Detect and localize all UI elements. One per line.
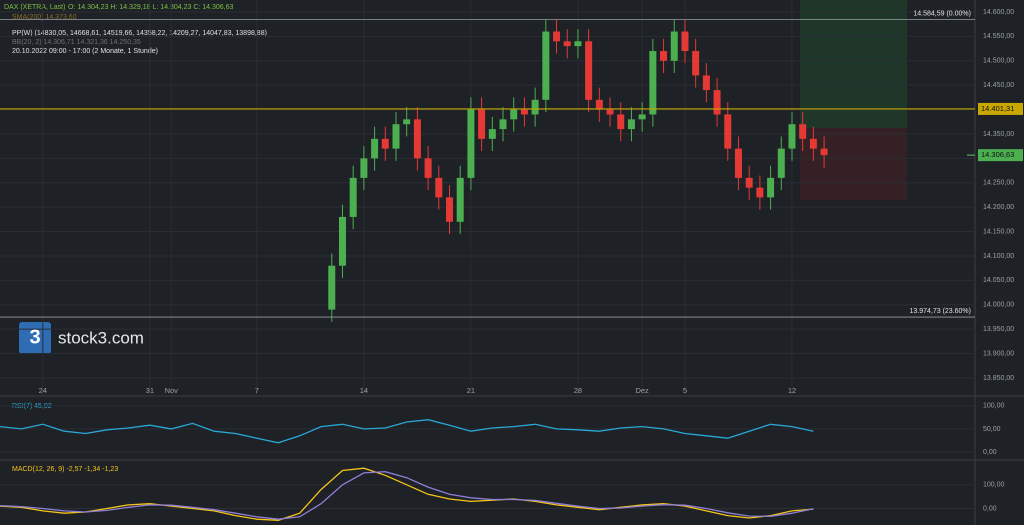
x-tick-label: 24 <box>39 386 47 395</box>
logo-mark: 3 <box>29 326 40 348</box>
candle-body <box>627 119 635 130</box>
candle-body <box>531 99 539 115</box>
candle-body <box>692 51 700 76</box>
indicator-label: BB(20, 2) 14.306,71 14.321,36 14.250,35 <box>12 39 141 46</box>
candle-body <box>638 114 646 120</box>
x-tick-label: Dez <box>635 386 649 395</box>
candle-body <box>553 31 561 42</box>
candle-body <box>670 31 678 61</box>
x-tick-label: 31 <box>146 386 154 395</box>
candle-body <box>595 99 603 110</box>
chart-title: DAX (XETRA, Last) <box>4 4 65 11</box>
candle-body <box>338 216 346 266</box>
candle-body <box>488 129 496 139</box>
candle-body <box>446 197 454 222</box>
x-tick-label: 21 <box>467 386 475 395</box>
price-level-label: 14.401,31 <box>981 104 1014 113</box>
x-tick-label: 5 <box>683 386 687 395</box>
candle-body <box>820 148 828 156</box>
x-tick-label: 12 <box>788 386 796 395</box>
candle-body <box>649 51 657 115</box>
y-tick-label: 14.500,00 <box>983 58 1014 65</box>
y-tick-label: 13.850,00 <box>983 375 1014 382</box>
candle-body <box>788 124 796 149</box>
candle-body <box>510 109 518 120</box>
y-tick-label: 14.100,00 <box>983 253 1014 260</box>
y-tick-label: 13.950,00 <box>983 326 1014 333</box>
candle-body <box>349 177 357 217</box>
candle-body <box>734 148 742 178</box>
candle-body <box>681 31 689 52</box>
candle-body <box>724 114 732 149</box>
y-tick-label: 14.150,00 <box>983 228 1014 235</box>
candle-body <box>413 119 421 159</box>
candle-body <box>392 124 400 149</box>
indicator-line <box>0 471 814 520</box>
fib-label: 14.584,59 (0.00%) <box>913 10 971 17</box>
candle-body <box>809 138 817 149</box>
panel-title: MACD(12, 26, 9) -2,57 -1,34 -1,23 <box>12 466 118 473</box>
indicator-label: PP(W) (14830,05, 14668,61, 14519,66, 143… <box>12 30 267 37</box>
y-tick-label: 14.250,00 <box>983 180 1014 187</box>
candle-body <box>563 41 571 47</box>
price-level-box <box>978 149 1023 162</box>
y-tick-label: 100,00 <box>983 482 1005 489</box>
y-tick-label: 14.450,00 <box>983 82 1014 89</box>
fib-label: 13.974,73 (23.60%) <box>910 308 972 315</box>
candle-body <box>745 177 753 188</box>
candle-body <box>328 265 336 310</box>
candle-body <box>520 109 528 115</box>
candle-body <box>713 90 721 115</box>
candle-body <box>660 51 668 61</box>
y-tick-label: 14.550,00 <box>983 33 1014 40</box>
x-tick-label: 14 <box>360 386 368 395</box>
candle-body <box>799 124 807 139</box>
candle-body <box>606 109 614 115</box>
ohlc-label: O: 14.304,23 H: 14.329,18 L: 14.304,23 C… <box>68 4 234 11</box>
y-tick-label: 100,00 <box>983 403 1005 410</box>
candle-body <box>424 158 432 178</box>
candle-body <box>756 187 764 198</box>
stop-zone <box>800 128 907 200</box>
y-tick-label: 14.200,00 <box>983 204 1014 211</box>
candle-body <box>360 158 368 178</box>
x-tick-label: 7 <box>255 386 259 395</box>
candle-body <box>499 119 507 130</box>
target-zone <box>800 0 907 128</box>
price-level-label: 14.306,63 <box>981 150 1014 159</box>
x-tick-label: Nov <box>165 386 179 395</box>
candle-body <box>617 114 625 130</box>
y-tick-label: 14.350,00 <box>983 131 1014 138</box>
watermark-text: stock3.com <box>58 328 144 347</box>
candle-body <box>371 138 379 159</box>
y-tick-label: 50,00 <box>983 426 1001 433</box>
candle-body <box>574 41 582 47</box>
y-tick-label: 14.000,00 <box>983 302 1014 309</box>
candle-body <box>381 138 389 149</box>
candle-body <box>456 177 464 222</box>
y-tick-label: 0,00 <box>983 449 997 456</box>
indicator-label: 20.10.2022 09:00 - 17:00 (2 Monate, 1 St… <box>12 48 158 55</box>
candle-body <box>542 31 550 100</box>
candle-body <box>403 119 411 125</box>
candle-body <box>767 177 775 198</box>
y-tick-label: 13.900,00 <box>983 350 1014 357</box>
candle-body <box>467 109 475 178</box>
price-level-box <box>978 102 1023 115</box>
y-tick-label: 0,00 <box>983 505 997 512</box>
candle-body <box>585 41 593 100</box>
y-tick-label: 14.050,00 <box>983 277 1014 284</box>
candle-body <box>435 177 443 198</box>
candle-body <box>478 109 486 139</box>
x-tick-label: 28 <box>574 386 582 395</box>
y-tick-label: 14.600,00 <box>983 9 1014 16</box>
candle-body <box>702 75 710 91</box>
indicator-line <box>0 419 814 444</box>
indicator-label: SMA(200) 14.373,60 <box>12 14 77 21</box>
candle-body <box>777 148 785 178</box>
